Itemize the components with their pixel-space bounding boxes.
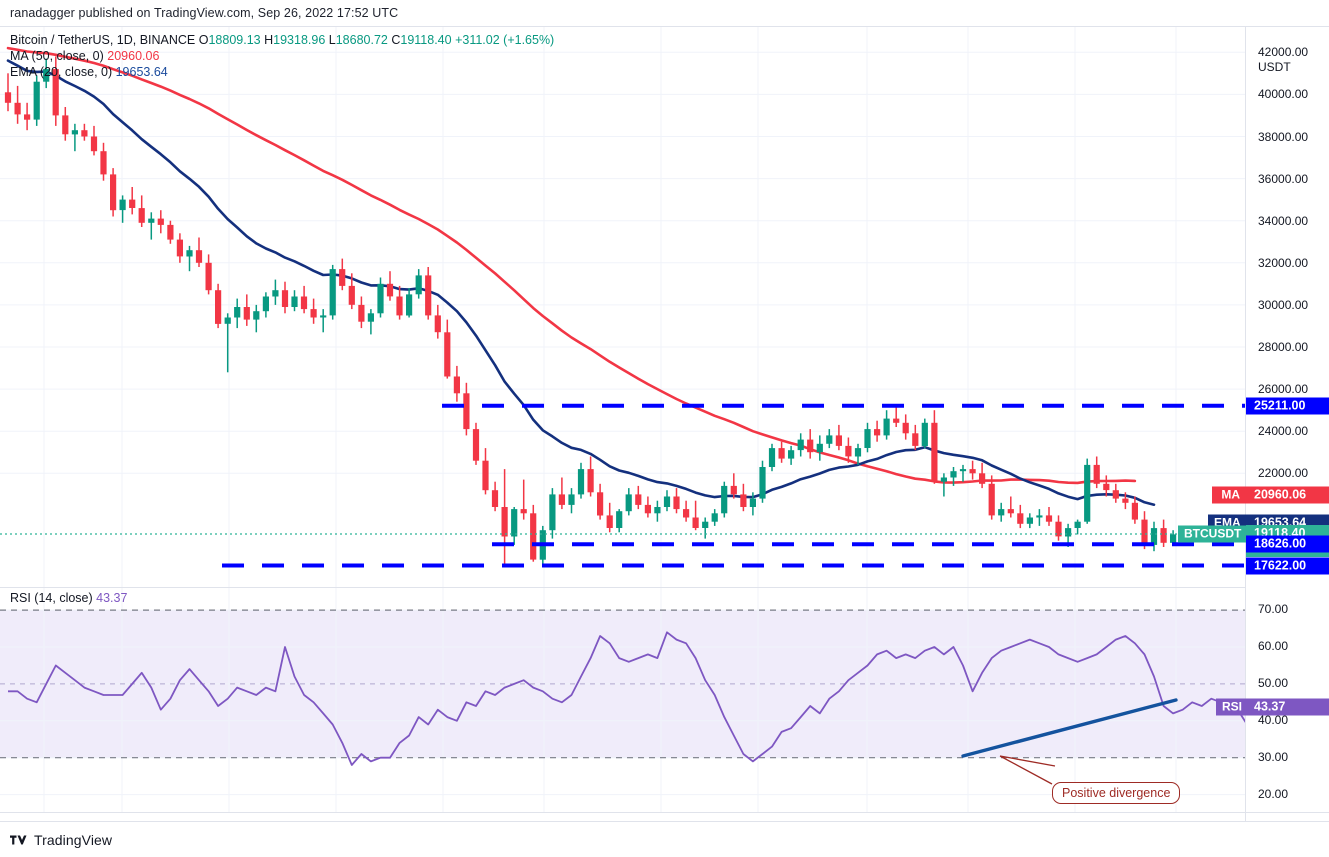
price-axis-tick: 30000.00: [1258, 297, 1309, 312]
rsi-axis-tick: 30.00: [1258, 749, 1289, 764]
rsi-axis-tick: 60.00: [1258, 639, 1289, 653]
tradingview-wordmark: TradingView: [34, 831, 113, 848]
candlestick-chart: [0, 27, 1245, 587]
price-axis-tick: 22000.00: [1258, 466, 1309, 481]
positive-divergence-label: Positive divergence: [1062, 786, 1171, 800]
rsi-pane[interactable]: RSI (14, close) 43.37: [0, 587, 1246, 812]
price-axis-tick: 36000.00: [1258, 171, 1309, 186]
price-axis-tick: 26000.00: [1258, 382, 1309, 397]
resistance-level-value: 25211.00: [1254, 398, 1306, 413]
price-axis-currency: USDT: [1258, 60, 1291, 74]
rsi-axis-tick: 20.00: [1258, 786, 1289, 801]
chart-frame: Bitcoin / TetherUS, 1D, BINANCE O18809.1…: [0, 26, 1329, 842]
price-axis-tick: 34000.00: [1258, 213, 1309, 228]
price-axis-tick: 32000.00: [1258, 255, 1309, 270]
ma-price-tag[interactable]: 20960.06: [1246, 486, 1329, 504]
resistance-level[interactable]: 25211.00: [1246, 397, 1329, 415]
support-level-2-value: 17622.00: [1254, 558, 1307, 572]
price-axis-tick: 28000.00: [1258, 340, 1309, 354]
price-axis-tick: 38000.00: [1258, 129, 1309, 144]
symbol-source-tag[interactable]: BTCUSDT: [1178, 525, 1246, 543]
ma-source-tag[interactable]: MA: [1212, 486, 1246, 504]
rsi-chart: [0, 588, 1245, 812]
attribution-bar: ranadagger published on TradingView.com,…: [0, 0, 1329, 26]
rsi-value-tag[interactable]: 43.37: [1246, 698, 1329, 716]
footer-bar: TradingView: [0, 821, 1329, 857]
price-axis-tick: 40000.00: [1258, 87, 1309, 102]
price-pane[interactable]: Bitcoin / TetherUS, 1D, BINANCE O18809.1…: [0, 27, 1246, 587]
positive-divergence-callout[interactable]: Positive divergence: [1052, 782, 1181, 804]
price-axis[interactable]: USDT 42000.00 40000.00 38000.00 36000.00 340…: [1246, 27, 1329, 812]
price-axis-tick: 42000.00: [1258, 45, 1309, 60]
rsi-axis-tick: 40.00: [1258, 712, 1289, 727]
rsi-axis-tick: 50.00: [1258, 675, 1289, 690]
rsi-axis-tick: 70.00: [1258, 602, 1289, 617]
attribution-text: ranadagger published on TradingView.com,…: [10, 6, 399, 20]
price-axis-tick: 24000.00: [1258, 424, 1309, 439]
support-level-1-value: 18626.00: [1254, 536, 1307, 551]
tradingview-mark-icon: [10, 835, 27, 844]
support-level-2[interactable]: 17622.00: [1246, 557, 1329, 574]
support-level-1[interactable]: 18626.00: [1246, 535, 1329, 553]
rsi-source-tag[interactable]: RSI: [1216, 698, 1246, 716]
ma-price-tag-value: 20960.06: [1254, 487, 1307, 502]
tradingview-logo[interactable]: TradingView: [0, 832, 112, 848]
